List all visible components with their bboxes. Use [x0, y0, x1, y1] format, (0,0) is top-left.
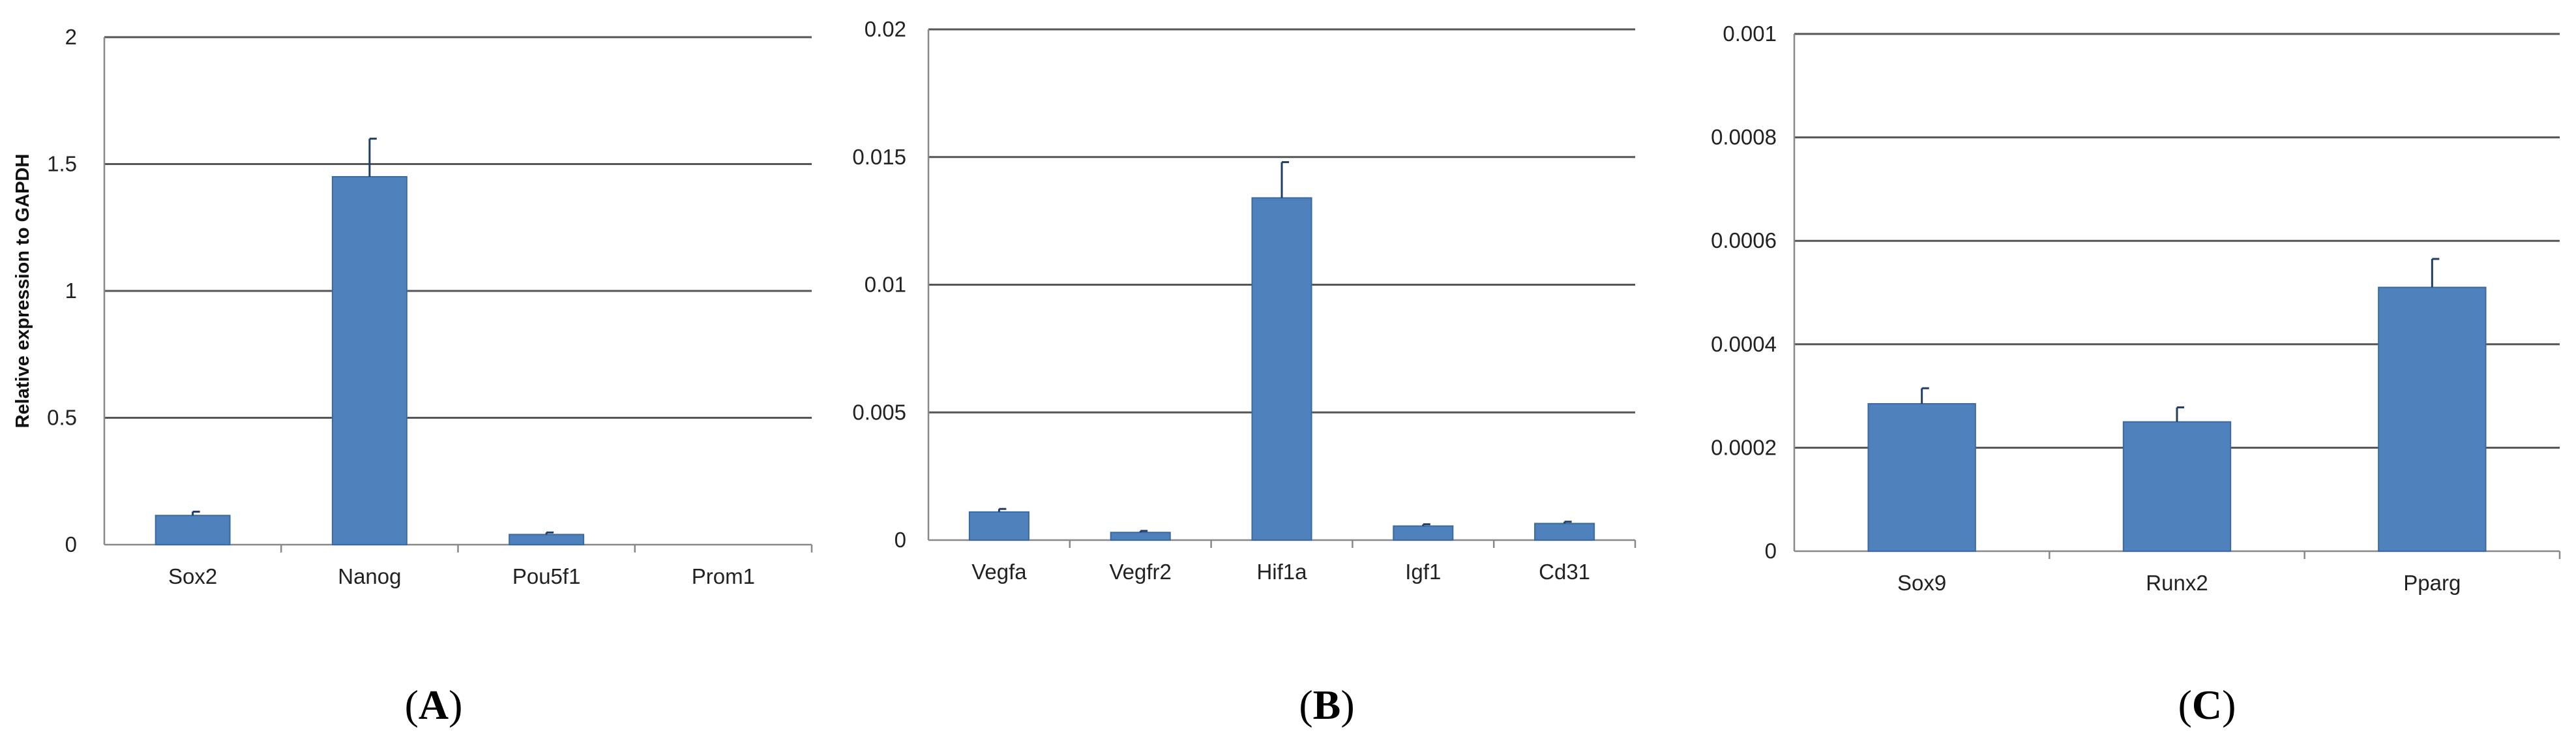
x-tick-label-pparg: Pparg: [2403, 571, 2461, 595]
panel-label-open-paren: (: [1299, 682, 1312, 728]
y-tick-label: 0.0006: [1711, 228, 1777, 252]
panel-label-open-paren: (: [405, 682, 419, 728]
panel-label: (A): [405, 682, 463, 728]
y-tick-label: 0.5: [47, 406, 77, 430]
x-tick-label-sox2: Sox2: [168, 564, 217, 588]
panel-label-close-paren: ): [1340, 682, 1354, 728]
y-tick-label: 1.5: [47, 152, 77, 176]
panel-label-letter: C: [2192, 682, 2222, 728]
chart-panel-a: 0 0.5 1 1.5 2 Sox2 Nanog Pou5f1 Prom1 Relative ex…: [12, 25, 813, 728]
bar-hif1a: [1251, 197, 1312, 541]
y-tick-label: 0: [65, 532, 77, 556]
bar-cd31: [1534, 522, 1595, 541]
x-tick-label-prom1: Prom1: [692, 564, 755, 588]
bar-sox9: [1867, 402, 1976, 552]
y-tick-label: 0.015: [852, 145, 906, 169]
bar-pou5f1: [509, 534, 585, 546]
y-tick-label: 0.0004: [1711, 332, 1777, 356]
bar-runx2: [2122, 421, 2232, 552]
panel-label: (B): [1299, 682, 1354, 728]
y-tick-label: 0: [895, 528, 906, 552]
panel-label: (C): [2178, 682, 2236, 728]
bar-igf1: [1393, 525, 1454, 541]
y-tick-label: 0.02: [865, 17, 906, 41]
y-tick-label: 0.001: [1723, 22, 1777, 46]
bar-nanog: [331, 175, 407, 545]
y-tick-label: 0.0008: [1711, 125, 1777, 149]
bar-vegfa: [968, 511, 1029, 541]
bar-pparg: [2378, 286, 2487, 552]
x-tick-label-cd31: Cd31: [1539, 560, 1590, 584]
x-tick-label-sox9: Sox9: [1897, 571, 1946, 595]
y-tick-label: 0: [1765, 539, 1777, 563]
x-tick-label-igf1: Igf1: [1405, 560, 1441, 584]
panel-label-close-paren: ): [2222, 682, 2236, 728]
x-tick-label-runx2: Runx2: [2146, 571, 2208, 595]
panel-label-close-paren: ): [449, 682, 462, 728]
x-tick-label-pou5f1: Pou5f1: [512, 564, 581, 588]
panel-label-letter: A: [419, 682, 449, 728]
x-tick-label-vegfr2: Vegfr2: [1109, 560, 1171, 584]
panel-label-open-paren: (: [2178, 682, 2192, 728]
panel-label-letter: B: [1313, 682, 1341, 728]
chart-panel-b: 0 0.005 0.01 0.015 0.02 Vegfa Vegfr2 Hif1a Igf1 C…: [852, 17, 1636, 728]
x-tick-label-nanog: Nanog: [338, 564, 401, 588]
y-tick-label: 0.005: [852, 400, 906, 424]
y-axis-title: Relative expression to GAPDH: [12, 154, 33, 429]
bar-vegfr2: [1110, 532, 1171, 541]
x-tick-label-vegfa: Vegfa: [971, 560, 1027, 584]
chart-panel-c: 0 0.0002 0.0004 0.0006 0.0008 0.001 Sox9 Runx2 P…: [1711, 22, 2561, 728]
x-tick-label-hif1a: Hif1a: [1256, 560, 1307, 584]
y-tick-label: 1: [65, 279, 77, 303]
y-tick-label: 0.0002: [1711, 435, 1777, 459]
y-tick-label: 0.01: [865, 273, 906, 297]
bar-sox2: [155, 515, 231, 546]
y-tick-label: 2: [65, 25, 77, 49]
